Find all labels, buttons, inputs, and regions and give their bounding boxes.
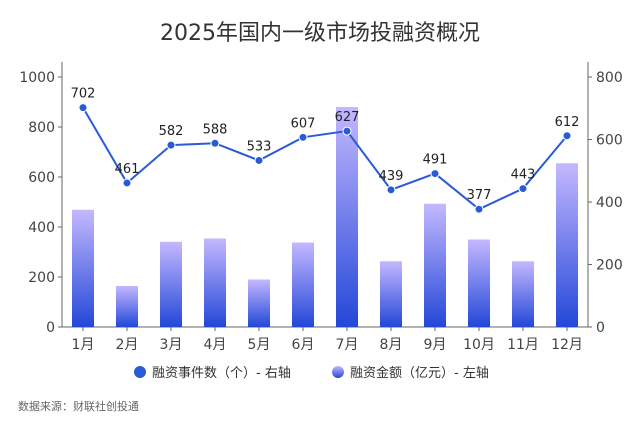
line-point <box>518 184 528 194</box>
right-tick-label: 400 <box>596 195 623 211</box>
x-tick-label: 10月 <box>463 337 495 353</box>
left-tick-label: 400 <box>28 220 55 236</box>
x-tick-label: 3月 <box>160 337 183 353</box>
bar <box>336 107 358 327</box>
legend-line-label: 融资事件数（个）- 右轴 <box>152 366 291 381</box>
data-label: 377 <box>467 188 492 203</box>
bar <box>468 239 490 327</box>
bar <box>160 241 182 327</box>
data-label: 588 <box>203 122 228 137</box>
x-tick-label: 4月 <box>204 337 227 353</box>
x-tick-label: 1月 <box>72 337 95 353</box>
legend-line-marker <box>134 366 146 378</box>
chart-title: 2025年国内一级市场投融资概况 <box>160 21 480 46</box>
x-tick-label: 9月 <box>424 337 447 353</box>
source-note: 数据来源：财联社创投通 <box>18 399 139 413</box>
data-label: 491 <box>423 153 448 168</box>
line-point <box>298 132 308 142</box>
line-point <box>562 131 572 141</box>
x-tick-label: 6月 <box>292 337 315 353</box>
line-point <box>386 185 396 195</box>
right-tick-label: 0 <box>596 320 605 336</box>
line-point <box>122 178 132 188</box>
bar <box>204 238 226 327</box>
legend: 融资事件数（个）- 右轴 融资金额（亿元）- 左轴 <box>134 365 489 381</box>
x-tick-label: 2月 <box>116 337 139 353</box>
data-label: 439 <box>379 169 404 184</box>
bar <box>380 261 402 327</box>
bar <box>292 242 314 327</box>
right-tick-label: 800 <box>596 70 623 86</box>
line-point <box>78 103 88 113</box>
data-label: 612 <box>555 115 580 130</box>
data-label: 607 <box>291 116 316 131</box>
bar <box>512 261 534 327</box>
left-tick-label: 1000 <box>19 70 55 86</box>
line-point <box>166 140 176 150</box>
data-label: 582 <box>159 124 184 139</box>
data-label: 702 <box>71 87 96 102</box>
x-tick-label: 5月 <box>248 337 271 353</box>
left-tick-label: 600 <box>28 170 55 186</box>
data-label: 443 <box>511 168 536 183</box>
bar <box>424 203 446 327</box>
data-label: 533 <box>247 139 272 154</box>
line-point <box>430 169 440 179</box>
x-tick-label: 12月 <box>551 337 583 353</box>
bar <box>556 163 578 327</box>
left-tick-label: 200 <box>28 270 55 286</box>
line-series <box>82 107 568 211</box>
line-point <box>210 138 220 148</box>
right-tick-label: 200 <box>596 258 623 274</box>
bar <box>72 209 94 327</box>
x-tick-label: 7月 <box>336 337 359 353</box>
x-tick-label: 11月 <box>507 337 539 353</box>
bar <box>248 279 270 327</box>
line-point <box>254 155 264 165</box>
line-point <box>474 204 484 214</box>
bar <box>116 286 138 327</box>
legend-bar-label: 融资金额（亿元）- 左轴 <box>350 365 489 381</box>
right-tick-label: 600 <box>596 133 623 149</box>
data-label: 627 <box>335 110 360 125</box>
data-label: 461 <box>115 162 140 177</box>
left-tick-label: 0 <box>46 320 55 336</box>
legend-bar-marker <box>332 366 344 378</box>
left-tick-label: 800 <box>28 120 55 136</box>
x-tick-label: 8月 <box>380 337 403 353</box>
line-point <box>342 126 352 136</box>
